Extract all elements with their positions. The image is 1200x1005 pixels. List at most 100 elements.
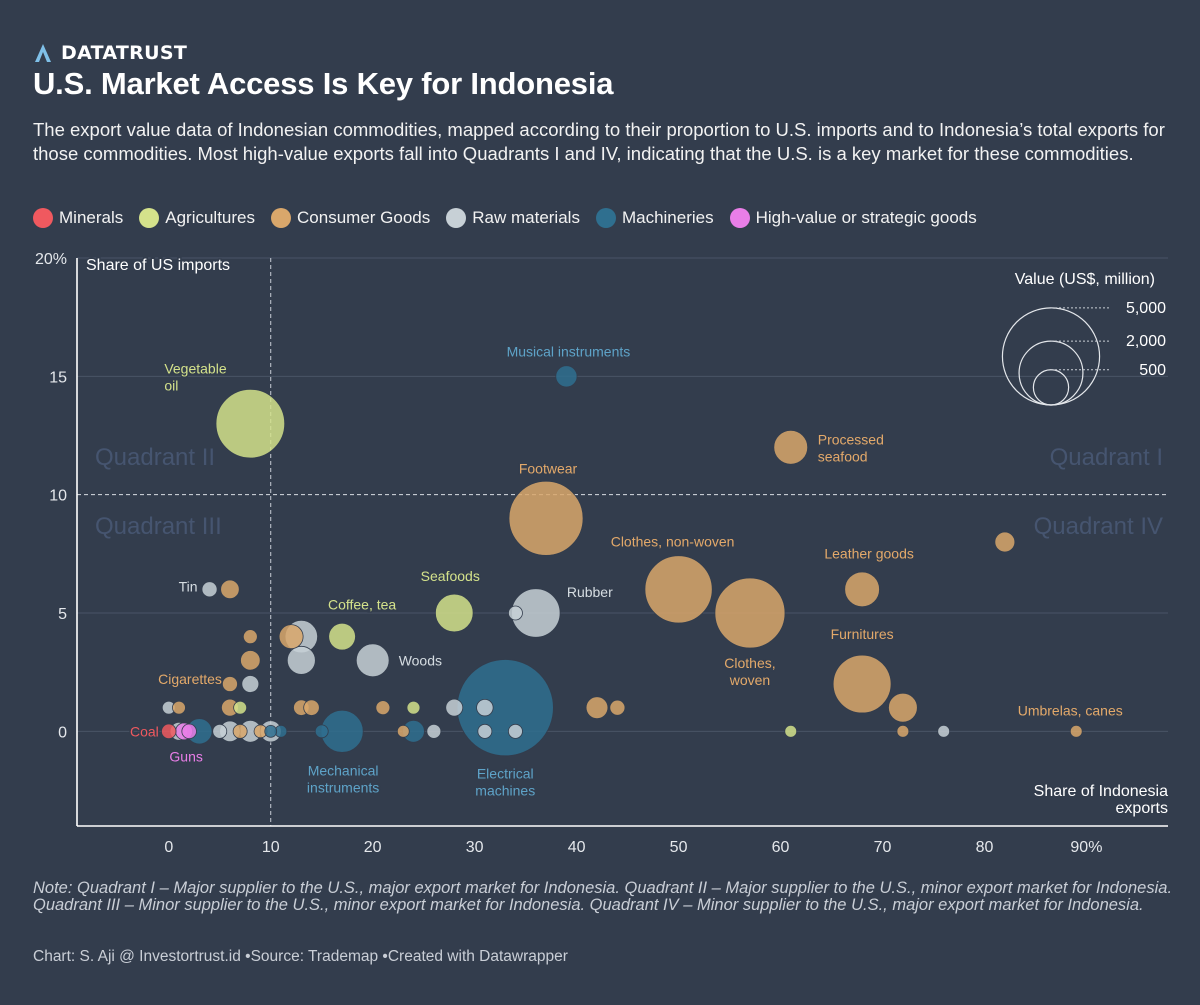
y-tick-label: 5: [58, 606, 67, 623]
bubble-label: Cigarettes: [158, 671, 222, 687]
x-tick-label: 50: [670, 839, 688, 856]
legend-label: Consumer Goods: [297, 208, 431, 227]
size-legend-label: 5,000: [1126, 300, 1166, 317]
footer-tool: Created with Datawrapper: [382, 948, 568, 965]
bubble: [232, 723, 248, 739]
bubble: [773, 430, 809, 465]
legend-label: Machineries: [621, 208, 714, 227]
quadrant-label: Quadrant III: [95, 513, 222, 540]
legend-label: Agricultures: [165, 208, 256, 227]
bubble: [240, 650, 261, 671]
bubble: [396, 724, 410, 738]
size-legend-circle: [1032, 369, 1070, 406]
x-tick-label: 30: [466, 839, 484, 856]
size-legend-label: 500: [1139, 362, 1166, 379]
bubble: [181, 723, 197, 740]
bubble: [714, 577, 786, 649]
bubble-label: Guns: [169, 748, 202, 764]
bubble: [609, 699, 626, 716]
bubble: [508, 723, 523, 739]
x-tick-label: 90%: [1070, 839, 1102, 856]
x-tick-label: 80: [976, 839, 994, 856]
bubble: [406, 700, 421, 715]
bubble: [888, 692, 918, 723]
size-legend-label: 2,000: [1126, 333, 1166, 350]
bubble: [832, 654, 892, 714]
size-legend-circle: [1018, 340, 1084, 406]
legend-label: Raw materials: [472, 208, 580, 227]
bubble: [555, 365, 578, 388]
legend-dot: [139, 208, 160, 228]
color-legend: Minerals Agricultures Consumer Goods Raw…: [33, 208, 977, 228]
bubble-label: Furnitures: [831, 626, 894, 642]
legend-label: High-value or strategic goods: [755, 208, 977, 227]
x-axis-title: Share of Indonesia exports: [1034, 783, 1168, 817]
bubble: [212, 723, 228, 739]
legend-dot: [729, 208, 750, 228]
quadrant-label: Quadrant IV: [1034, 513, 1163, 540]
bubble-label: Clothes, non-woven: [611, 533, 735, 549]
y-tick-label: 15: [49, 369, 67, 386]
bubbles: [161, 365, 1083, 757]
y-tick-label: 20%: [35, 251, 67, 268]
x-tick-label: 60: [772, 839, 790, 856]
legend-item-minerals: Minerals: [33, 208, 123, 228]
legend-item-agricultures: Agricultures: [139, 208, 255, 228]
size-legend-circle: [1001, 307, 1101, 406]
datatrust-logo-icon: [35, 44, 51, 62]
bubble: [264, 724, 278, 738]
bubble-label: Footwear: [519, 460, 578, 476]
bubble: [242, 629, 258, 645]
legend-dot: [271, 208, 292, 228]
bubble-label: Rubber: [567, 584, 613, 600]
x-tick-label: 20: [364, 839, 382, 856]
bubble-chart: Quadrant II Quadrant I Quadrant III Quadran…: [35, 251, 1170, 856]
chart-subtitle: The export value data of Indonesian comm…: [33, 119, 1165, 164]
bubble: [161, 723, 177, 740]
size-legend: Value (US$, million) 5,000 2,000 500: [1001, 271, 1166, 406]
bubble-label: Vegetable oil: [164, 361, 226, 394]
legend-dot: [33, 208, 53, 228]
bubble: [476, 698, 494, 717]
bubble: [896, 724, 910, 738]
chart-note: Note: Quadrant I – Major supplier to the…: [33, 879, 1173, 914]
bubble: [286, 645, 316, 675]
bubble: [508, 480, 584, 556]
reference-lines: [77, 258, 1168, 826]
bubble-label: Mechanical instruments: [307, 762, 379, 795]
bubble: [426, 723, 442, 739]
chart-title: U.S. Market Access Is Key for Indonesia: [33, 66, 614, 101]
bubble-label: Coffee, tea: [328, 597, 396, 613]
bubble-label: Woods: [399, 652, 442, 668]
axes: 0 5 10 15 20% 0 10 20 30 40 50 60 70 80 90% Share of US…: [35, 251, 1170, 856]
y-tick-label: 10: [49, 488, 67, 505]
bubble-label: Umbrelas, canes: [1018, 702, 1123, 718]
bubble: [221, 676, 238, 692]
bubble: [215, 388, 286, 459]
bubble-label: Coal: [130, 723, 159, 739]
footer-credit: Chart: S. Aji @ Investortrust.id: [33, 948, 241, 965]
bubble: [434, 593, 474, 633]
bubble: [172, 700, 186, 715]
legend-item-consumer-goods: Consumer Goods: [271, 208, 430, 228]
legend-dot: [446, 208, 467, 228]
bubble: [644, 555, 713, 624]
bubble: [784, 724, 798, 738]
x-tick-label: 10: [262, 839, 280, 856]
bubble: [585, 696, 609, 719]
y-tick-label: 0: [58, 724, 67, 741]
bubble: [994, 531, 1016, 553]
legend-item-raw-materials: Raw materials: [446, 208, 580, 228]
quadrant-label: Quadrant I: [1050, 444, 1163, 471]
brand-name: DATATRUST: [61, 42, 188, 64]
legend-item-machineries: Machineries: [595, 208, 714, 228]
bubble-label: Seafoods: [421, 568, 480, 584]
bubble: [844, 571, 880, 608]
bubble: [456, 659, 554, 757]
size-legend-title: Value (US$, million): [1015, 271, 1155, 288]
footer-source: Source: Trademap: [245, 948, 378, 965]
bubble: [328, 622, 356, 651]
legend-item-high-value-goods: High-value or strategic goods: [729, 208, 977, 228]
bubble: [355, 643, 390, 678]
legend-label: Minerals: [59, 208, 124, 227]
